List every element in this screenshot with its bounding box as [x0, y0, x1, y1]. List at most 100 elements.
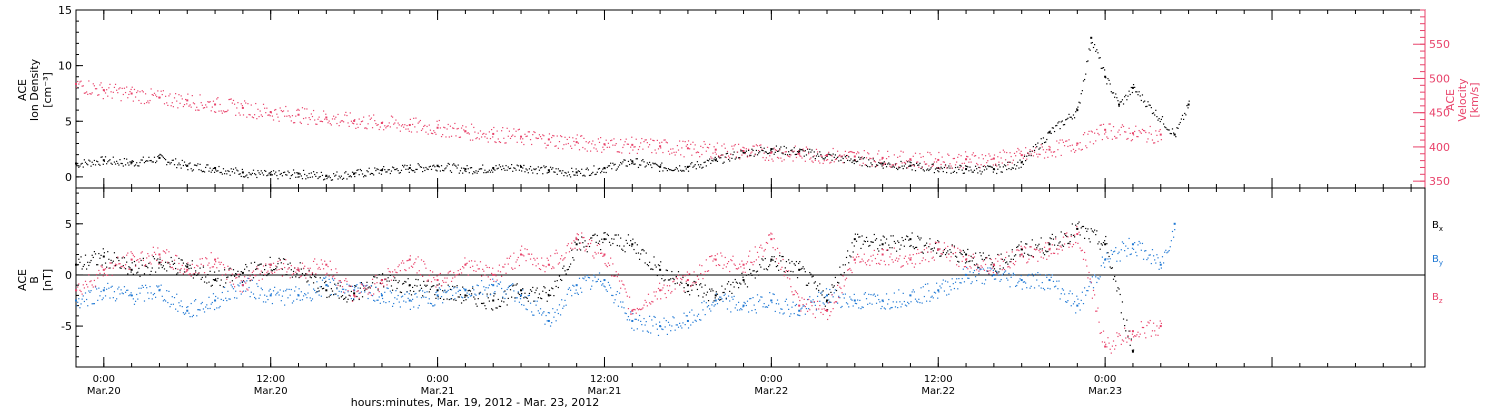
scatter-dot — [225, 282, 227, 284]
scatter-dot — [314, 119, 316, 121]
scatter-dot — [132, 100, 134, 102]
scatter-dot — [1139, 131, 1141, 133]
scatter-dot — [476, 264, 478, 266]
scatter-dot — [941, 156, 943, 158]
scatter-dot — [97, 277, 99, 279]
scatter-dot — [410, 294, 413, 296]
scatter-dot — [561, 172, 563, 174]
scatter-dot — [671, 169, 673, 172]
scatter-dot — [715, 291, 717, 293]
scatter-dot — [1158, 130, 1160, 132]
scatter-dot — [731, 260, 733, 262]
scatter-dot — [814, 159, 816, 161]
scatter-dot — [874, 161, 877, 163]
scatter-dot — [816, 300, 819, 302]
scatter-dot — [939, 285, 941, 287]
scatter-dot — [891, 164, 893, 166]
scatter-dot — [1002, 273, 1004, 275]
scatter-dot — [167, 161, 169, 163]
scatter-dot — [401, 164, 404, 167]
scatter-dot — [729, 160, 731, 162]
scatter-dot — [812, 275, 814, 277]
scatter-dot — [605, 139, 607, 141]
scatter-dot — [1070, 150, 1072, 152]
scatter-dot — [1111, 267, 1114, 269]
scatter-dot — [337, 284, 339, 286]
scatter-dot — [583, 246, 585, 248]
scatter-dot — [416, 285, 418, 287]
scatter-dot — [420, 297, 423, 299]
scatter-dot — [78, 258, 80, 260]
scatter-dot — [333, 294, 335, 296]
scatter-dot — [1077, 298, 1079, 300]
ytick-label-1-1: 0 — [65, 269, 72, 282]
scatter-dot — [201, 276, 203, 279]
scatter-dot — [1063, 233, 1066, 235]
scatter-dot — [478, 168, 480, 170]
scatter-dot — [832, 308, 834, 310]
scatter-dot — [1002, 149, 1004, 151]
scatter-dot — [683, 156, 685, 158]
scatter-dot — [813, 151, 815, 153]
data-point-1-2-6 — [241, 284, 244, 287]
data-point-1-1-14 — [464, 289, 467, 292]
scatter-dot — [1037, 272, 1039, 274]
scatter-dot — [503, 291, 505, 293]
scatter-dot — [389, 126, 391, 128]
scatter-dot — [79, 165, 81, 167]
scatter-dot — [608, 241, 611, 243]
scatter-dot — [879, 263, 881, 265]
scatter-dot — [795, 260, 798, 263]
scatter-dot — [840, 287, 842, 290]
scatter-dot — [966, 261, 968, 263]
scatter-dot — [840, 156, 842, 158]
scatter-dot — [272, 170, 275, 172]
data-point-1-2-25 — [770, 238, 773, 241]
scatter-dot — [1033, 151, 1036, 153]
scatter-dot — [428, 124, 430, 126]
scatter-dot — [1052, 238, 1055, 240]
scatter-dot — [317, 268, 319, 270]
scatter-dot — [693, 165, 695, 167]
scatter-dot — [165, 261, 167, 263]
scatter-dot — [699, 156, 701, 158]
scatter-dot — [730, 284, 732, 286]
scatter-dot — [103, 252, 106, 254]
scatter-dot — [1111, 253, 1114, 256]
scatter-dot — [1073, 151, 1076, 153]
scatter-dot — [721, 154, 723, 156]
scatter-dot — [488, 169, 490, 171]
scatter-dot — [363, 116, 365, 118]
scatter-dot — [997, 156, 999, 158]
scatter-dot — [1039, 153, 1041, 156]
scatter-dot — [849, 159, 851, 162]
scatter-dot — [345, 171, 347, 173]
scatter-dot — [206, 106, 208, 108]
scatter-dot — [172, 268, 174, 270]
scatter-dot — [147, 100, 149, 102]
scatter-dot — [1117, 100, 1119, 102]
scatter-dot — [901, 236, 903, 239]
scatter-dot — [709, 256, 711, 258]
scatter-dot — [142, 91, 144, 93]
data-point-1-2-37 — [1104, 345, 1107, 348]
scatter-dot — [988, 165, 990, 168]
scatter-dot — [230, 275, 232, 277]
scatter-dot — [480, 168, 483, 170]
scatter-dot — [867, 240, 869, 242]
scatter-dot — [926, 242, 928, 244]
scatter-dot — [808, 282, 810, 284]
scatter-dot — [83, 92, 85, 94]
scatter-dot — [692, 166, 694, 168]
scatter-dot — [215, 278, 217, 280]
scatter-dot — [910, 301, 912, 303]
scatter-dot — [111, 274, 113, 277]
scatter-dot — [527, 295, 529, 297]
scatter-dot — [243, 100, 246, 102]
scatter-dot — [618, 245, 621, 247]
scatter-dot — [96, 160, 98, 162]
scatter-dot — [99, 295, 101, 297]
scatter-dot — [121, 292, 123, 294]
scatter-dot — [1052, 151, 1055, 153]
scatter-dot — [87, 93, 89, 95]
